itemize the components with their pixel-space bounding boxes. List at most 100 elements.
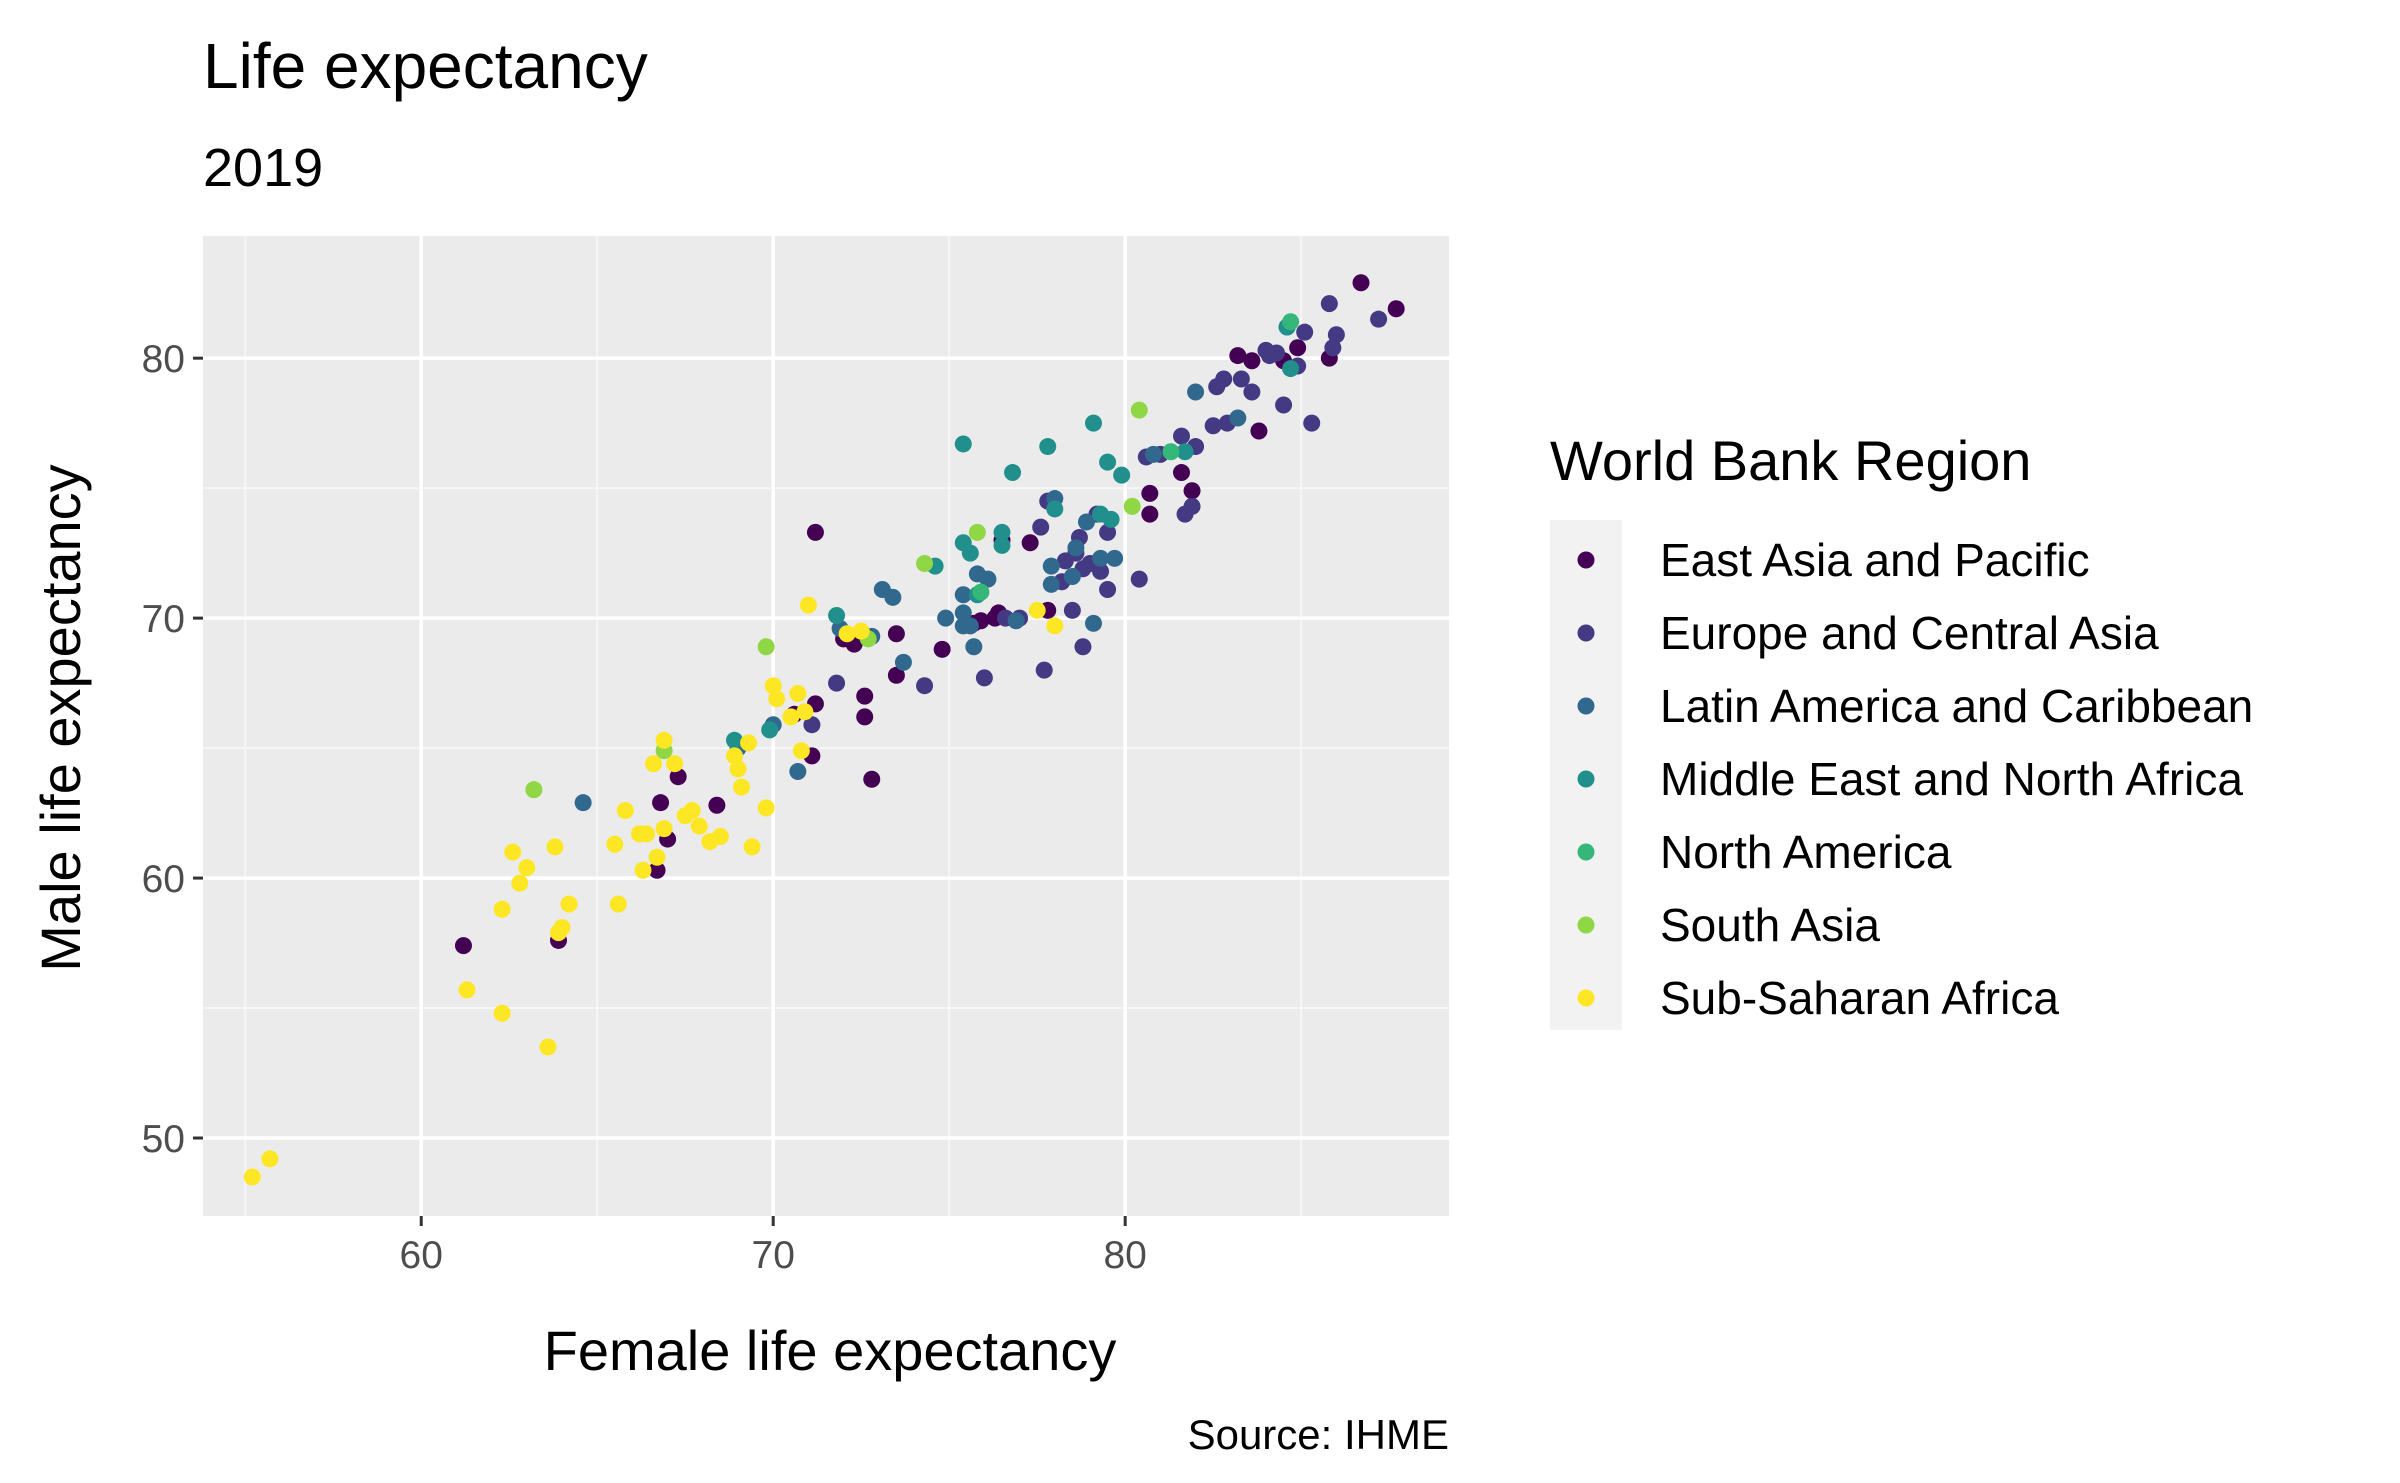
point-middle-east-and-north-africa — [725, 731, 743, 749]
point-europe-and-central-asia — [916, 677, 934, 695]
legend-label: Middle East and North Africa — [1660, 753, 2243, 805]
y-tick-label: 80 — [142, 338, 185, 381]
chart-title: Life expectancy — [203, 30, 648, 102]
point-sub-saharan-africa — [764, 677, 782, 695]
point-east-asia-and-pacific — [454, 937, 472, 955]
point-middle-east-and-north-africa — [828, 607, 846, 625]
point-latin-america-and-caribbean — [1007, 612, 1025, 630]
point-europe-and-central-asia — [1176, 505, 1194, 523]
point-east-asia-and-pacific — [1250, 422, 1268, 440]
point-east-asia-and-pacific — [856, 708, 874, 726]
point-middle-east-and-north-africa — [1039, 438, 1057, 456]
point-europe-and-central-asia — [828, 674, 846, 692]
point-middle-east-and-north-africa — [961, 544, 979, 562]
point-middle-east-and-north-africa — [761, 721, 779, 739]
point-europe-and-central-asia — [1327, 326, 1345, 344]
point-sub-saharan-africa — [838, 625, 856, 643]
point-latin-america-and-caribbean — [965, 638, 983, 656]
point-east-asia-and-pacific — [806, 523, 824, 541]
point-sub-saharan-africa — [616, 801, 634, 819]
point-east-asia-and-pacific — [933, 640, 951, 658]
legend-key — [1577, 770, 1595, 788]
y-tick-label: 50 — [142, 1118, 185, 1161]
legend-title: World Bank Region — [1550, 429, 2031, 492]
point-sub-saharan-africa — [799, 596, 817, 614]
point-sub-saharan-africa — [493, 900, 511, 918]
x-axis-title: Female life expectancy — [544, 1319, 1117, 1382]
point-east-asia-and-pacific — [708, 796, 726, 814]
point-sub-saharan-africa — [655, 820, 673, 838]
point-east-asia-and-pacific — [863, 770, 881, 788]
point-east-asia-and-pacific — [1021, 534, 1039, 552]
legend-key — [1577, 989, 1595, 1007]
point-middle-east-and-north-africa — [954, 435, 972, 453]
point-middle-east-and-north-africa — [1004, 464, 1022, 482]
point-sub-saharan-africa — [740, 734, 758, 752]
y-axis: 50 60 70 80 — [142, 338, 203, 1161]
point-sub-saharan-africa — [493, 1004, 511, 1022]
point-east-asia-and-pacific — [1243, 352, 1261, 370]
point-europe-and-central-asia — [1074, 638, 1092, 656]
point-sub-saharan-africa — [634, 861, 652, 879]
point-europe-and-central-asia — [1215, 370, 1233, 388]
point-sub-saharan-africa — [645, 755, 663, 773]
point-europe-and-central-asia — [1092, 562, 1110, 580]
point-sub-saharan-africa — [743, 838, 761, 856]
legend-label: Sub-Saharan Africa — [1660, 972, 2059, 1024]
point-sub-saharan-africa — [637, 825, 655, 843]
point-sub-saharan-africa — [725, 747, 743, 765]
point-sub-saharan-africa — [553, 918, 571, 936]
point-middle-east-and-north-africa — [1102, 510, 1120, 528]
legend-label: Latin America and Caribbean — [1660, 680, 2253, 732]
point-europe-and-central-asia — [1035, 661, 1053, 679]
point-latin-america-and-caribbean — [954, 604, 972, 622]
chart-caption: Source: IHME — [1188, 1411, 1449, 1458]
point-east-asia-and-pacific — [1141, 484, 1159, 502]
point-sub-saharan-africa — [666, 755, 684, 773]
point-sub-saharan-africa — [458, 981, 476, 999]
point-latin-america-and-caribbean — [954, 586, 972, 604]
point-north-america — [972, 583, 990, 601]
point-europe-and-central-asia — [1275, 396, 1293, 414]
point-south-asia — [1130, 401, 1148, 419]
point-sub-saharan-africa — [711, 827, 729, 845]
point-europe-and-central-asia — [1296, 323, 1314, 341]
point-sub-saharan-africa — [792, 742, 810, 760]
point-latin-america-and-caribbean — [1042, 557, 1060, 575]
x-tick-label: 60 — [400, 1234, 443, 1277]
point-sub-saharan-africa — [796, 703, 814, 721]
point-latin-america-and-caribbean — [789, 762, 807, 780]
point-latin-america-and-caribbean — [937, 609, 955, 627]
point-europe-and-central-asia — [1232, 370, 1250, 388]
point-sub-saharan-africa — [1028, 601, 1046, 619]
point-middle-east-and-north-africa — [1176, 443, 1194, 461]
legend-key — [1577, 551, 1595, 569]
legend-key — [1577, 697, 1595, 715]
point-latin-america-and-caribbean — [1085, 614, 1103, 632]
y-tick-label: 60 — [142, 858, 185, 901]
point-europe-and-central-asia — [1260, 347, 1278, 365]
point-sub-saharan-africa — [261, 1150, 279, 1168]
point-sub-saharan-africa — [852, 622, 870, 640]
point-east-asia-and-pacific — [1289, 339, 1307, 357]
point-middle-east-and-north-africa — [1099, 453, 1117, 471]
point-sub-saharan-africa — [504, 843, 522, 861]
point-north-america — [1282, 313, 1300, 331]
point-east-asia-and-pacific — [856, 687, 874, 705]
point-east-asia-and-pacific — [887, 666, 905, 684]
plot-panel — [203, 236, 1449, 1216]
point-sub-saharan-africa — [518, 859, 536, 877]
point-east-asia-and-pacific — [887, 625, 905, 643]
point-latin-america-and-caribbean — [1077, 513, 1095, 531]
point-middle-east-and-north-africa — [993, 523, 1011, 541]
point-south-asia — [916, 555, 934, 573]
point-europe-and-central-asia — [1172, 427, 1190, 445]
point-europe-and-central-asia — [1056, 552, 1074, 570]
y-tick-label: 70 — [142, 598, 185, 641]
point-middle-east-and-north-africa — [1046, 500, 1064, 518]
point-latin-america-and-caribbean — [1144, 445, 1162, 463]
point-sub-saharan-africa — [609, 895, 627, 913]
point-europe-and-central-asia — [803, 716, 821, 734]
point-middle-east-and-north-africa — [1113, 466, 1131, 484]
